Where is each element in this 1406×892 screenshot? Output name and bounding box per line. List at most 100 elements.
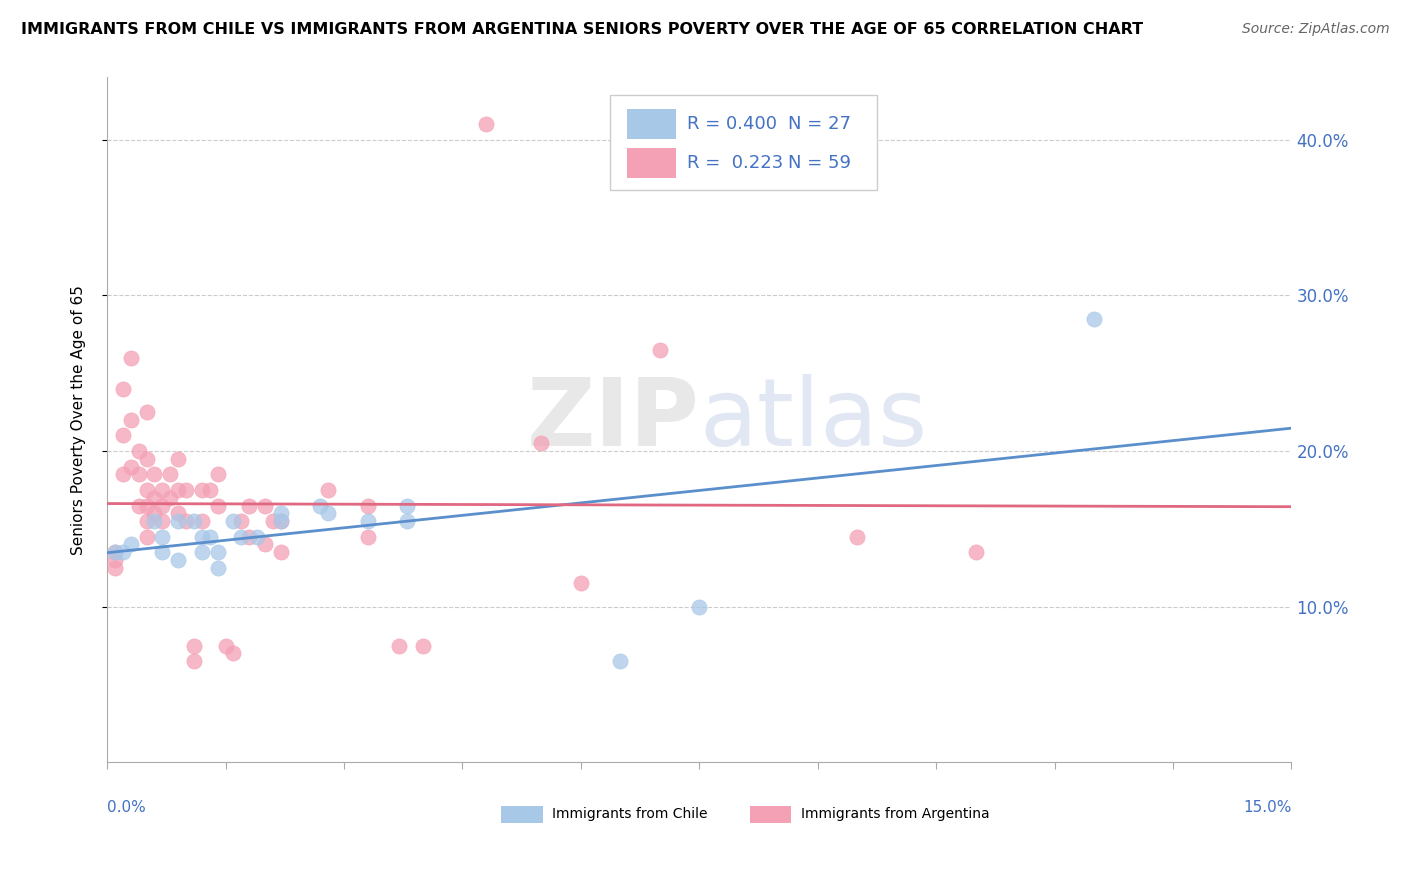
Point	[120, 537, 142, 551]
FancyBboxPatch shape	[627, 109, 675, 139]
Point	[207, 499, 229, 513]
Point	[183, 514, 205, 528]
Point	[167, 451, 190, 466]
Point	[238, 499, 260, 513]
Point	[150, 483, 173, 497]
Point	[135, 483, 157, 497]
Point	[104, 561, 127, 575]
Text: Immigrants from Argentina: Immigrants from Argentina	[801, 807, 990, 822]
Point	[104, 545, 127, 559]
Point	[222, 646, 245, 660]
Point	[191, 545, 214, 559]
Point	[128, 467, 150, 482]
Point	[246, 530, 269, 544]
Text: Source: ZipAtlas.com: Source: ZipAtlas.com	[1241, 22, 1389, 37]
Point	[207, 467, 229, 482]
Point	[191, 514, 214, 528]
Point	[143, 506, 166, 520]
Text: N = 59: N = 59	[789, 154, 851, 172]
Point	[167, 553, 190, 567]
Point	[388, 639, 411, 653]
Point	[150, 545, 173, 559]
Point	[270, 514, 292, 528]
Point	[846, 530, 869, 544]
Point	[128, 499, 150, 513]
Point	[231, 530, 253, 544]
Point	[174, 514, 197, 528]
Text: R =  0.223: R = 0.223	[688, 154, 783, 172]
Point	[183, 654, 205, 668]
Point	[135, 530, 157, 544]
Point	[270, 506, 292, 520]
Point	[569, 576, 592, 591]
FancyBboxPatch shape	[751, 805, 792, 823]
Point	[609, 654, 631, 668]
Text: N = 27: N = 27	[789, 115, 851, 133]
Point	[143, 467, 166, 482]
Point	[135, 451, 157, 466]
Point	[222, 514, 245, 528]
Point	[150, 530, 173, 544]
Point	[143, 514, 166, 528]
Point	[191, 483, 214, 497]
Point	[135, 499, 157, 513]
Point	[167, 483, 190, 497]
Point	[104, 553, 127, 567]
Point	[207, 545, 229, 559]
Point	[159, 467, 181, 482]
Point	[1083, 311, 1105, 326]
FancyBboxPatch shape	[610, 95, 877, 191]
Point	[270, 514, 292, 528]
Point	[111, 545, 134, 559]
Point	[120, 351, 142, 365]
Point	[648, 343, 671, 357]
Y-axis label: Seniors Poverty Over the Age of 65: Seniors Poverty Over the Age of 65	[72, 285, 86, 555]
Point	[128, 444, 150, 458]
Point	[207, 561, 229, 575]
Point	[183, 639, 205, 653]
Point	[238, 530, 260, 544]
Point	[253, 537, 276, 551]
Point	[143, 491, 166, 505]
Point	[167, 514, 190, 528]
Point	[150, 499, 173, 513]
Point	[135, 514, 157, 528]
Point	[262, 514, 284, 528]
Point	[104, 545, 127, 559]
Point	[231, 514, 253, 528]
Text: 15.0%: 15.0%	[1243, 800, 1292, 815]
Point	[111, 428, 134, 442]
Point	[111, 382, 134, 396]
FancyBboxPatch shape	[627, 148, 675, 178]
Point	[309, 499, 332, 513]
Text: 0.0%: 0.0%	[107, 800, 146, 815]
Point	[111, 467, 134, 482]
Point	[167, 506, 190, 520]
Point	[270, 545, 292, 559]
Point	[135, 405, 157, 419]
Point	[198, 530, 221, 544]
Point	[253, 499, 276, 513]
Point	[356, 514, 378, 528]
Point	[412, 639, 434, 653]
Text: R = 0.400: R = 0.400	[688, 115, 778, 133]
Point	[965, 545, 987, 559]
Point	[475, 117, 498, 131]
Point	[120, 413, 142, 427]
Point	[159, 491, 181, 505]
Point	[191, 530, 214, 544]
Point	[120, 459, 142, 474]
Text: Immigrants from Chile: Immigrants from Chile	[553, 807, 707, 822]
Point	[316, 506, 339, 520]
FancyBboxPatch shape	[502, 805, 543, 823]
Text: atlas: atlas	[699, 374, 928, 466]
Point	[396, 514, 419, 528]
Point	[316, 483, 339, 497]
Point	[396, 499, 419, 513]
Point	[530, 436, 553, 450]
Text: IMMIGRANTS FROM CHILE VS IMMIGRANTS FROM ARGENTINA SENIORS POVERTY OVER THE AGE : IMMIGRANTS FROM CHILE VS IMMIGRANTS FROM…	[21, 22, 1143, 37]
Point	[150, 514, 173, 528]
Point	[356, 530, 378, 544]
Text: ZIP: ZIP	[526, 374, 699, 466]
Point	[214, 639, 236, 653]
